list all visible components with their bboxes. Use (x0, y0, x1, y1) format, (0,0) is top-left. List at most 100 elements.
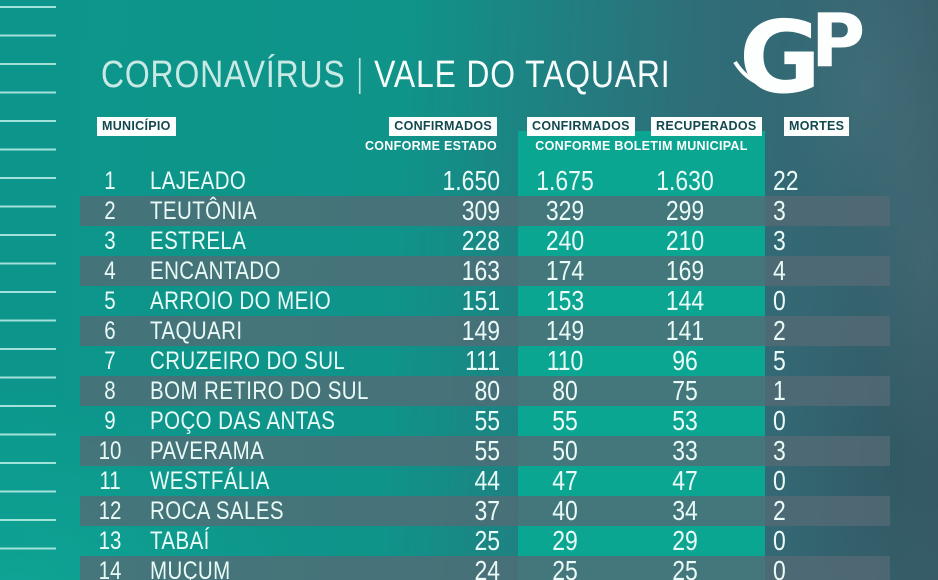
municipality-name: LAJEADO (150, 167, 247, 195)
table-row: 13 TABAÍ 25 29 29 0 (80, 526, 890, 556)
confirmed-municipal-value: 47 (552, 465, 578, 496)
row-rank: 10 (98, 437, 122, 465)
confirmed-municipal-value: 174 (545, 255, 585, 286)
table-row: 7 CRUZEIRO DO SUL 111 110 96 5 (80, 346, 890, 376)
title-region: VALE DO TAQUARI (374, 54, 671, 96)
recovered-value: 53 (672, 405, 698, 436)
column-subheader-boletim-municipal: CONFORME BOLETIM MUNICIPAL (535, 139, 748, 153)
confirmed-state-value: 25 (474, 525, 500, 556)
municipality-name: WESTFÁLIA (150, 467, 270, 495)
deaths-value: 2 (773, 315, 786, 346)
confirmed-municipal-value: 149 (545, 315, 585, 346)
confirmed-state-value: 44 (474, 465, 500, 496)
recovered-value: 299 (665, 195, 705, 226)
confirmed-state-value: 24 (474, 555, 500, 580)
confirmed-state-value: 149 (461, 315, 500, 346)
confirmed-municipal-value: 329 (545, 195, 585, 226)
deaths-value: 0 (773, 405, 786, 436)
confirmed-state-value: 111 (465, 345, 500, 376)
confirmed-state-value: 228 (461, 225, 500, 256)
municipality-name: CRUZEIRO DO SUL (150, 347, 346, 375)
deaths-value: 0 (773, 525, 786, 556)
confirmed-municipal-value: 25 (552, 555, 578, 580)
row-rank: 12 (98, 497, 122, 525)
table-row: 8 BOM RETIRO DO SUL 80 80 75 1 (80, 376, 890, 406)
confirmed-municipal-value: 29 (552, 525, 578, 556)
column-header-confirmados-estado: CONFIRMADOS (389, 117, 497, 136)
deaths-value: 0 (773, 465, 786, 496)
table-row: 3 ESTRELA 228 240 210 3 (80, 226, 890, 256)
confirmed-state-value: 55 (474, 405, 500, 436)
confirmed-state-value: 37 (474, 495, 500, 526)
recovered-value: 29 (672, 525, 698, 556)
table-row: 10 PAVERAMA 55 50 33 3 (80, 436, 890, 466)
logo-letter-g: G (739, 4, 821, 106)
recovered-value: 33 (672, 435, 698, 466)
row-rank: 1 (104, 167, 116, 195)
deaths-value: 3 (773, 225, 786, 256)
recovered-value: 144 (665, 285, 705, 316)
municipality-name: POÇO DAS ANTAS (150, 407, 336, 435)
confirmed-municipal-value: 55 (552, 405, 578, 436)
column-header-mortes: MORTES (784, 117, 850, 136)
table-row: 9 POÇO DAS ANTAS 55 55 53 0 (80, 406, 890, 436)
gp-logo: G P (731, 0, 883, 116)
row-rank: 7 (104, 347, 116, 375)
table-row: 12 ROCA SALES 37 40 34 2 (80, 496, 890, 526)
deaths-value: 22 (773, 165, 799, 196)
column-header-confirmados-municipal: CONFIRMADOS (527, 117, 635, 136)
deaths-value: 3 (773, 195, 786, 226)
table-row: 6 TAQUARI 149 149 141 2 (80, 316, 890, 346)
column-subheader-conforme-estado: CONFORME ESTADO (364, 139, 497, 153)
deaths-value: 2 (773, 495, 786, 526)
table-row: 1 LAJEADO 1.650 1.675 1.630 22 (80, 166, 890, 196)
recovered-value: 47 (672, 465, 698, 496)
column-header-recuperados: RECUPERADOS (651, 117, 762, 136)
confirmed-state-value: 309 (461, 195, 500, 226)
deaths-value: 3 (773, 435, 786, 466)
deaths-value: 0 (773, 285, 786, 316)
confirmed-state-value: 80 (474, 375, 500, 406)
row-rank: 14 (98, 557, 122, 580)
confirmed-state-value: 55 (474, 435, 500, 466)
logo-swoosh (733, 60, 798, 90)
row-rank: 3 (104, 227, 116, 255)
deaths-value: 1 (773, 375, 786, 406)
row-rank: 6 (104, 317, 116, 345)
title-topic: CORONAVÍRUS (101, 54, 346, 96)
municipality-name: TEUTÔNIA (150, 197, 257, 225)
confirmed-municipal-value: 40 (552, 495, 578, 526)
recovered-value: 34 (672, 495, 698, 526)
confirmed-municipal-value: 1.675 (536, 165, 594, 196)
deaths-value: 0 (773, 555, 786, 580)
confirmed-municipal-value: 240 (545, 225, 585, 256)
municipality-name: PAVERAMA (150, 437, 265, 465)
confirmed-state-value: 163 (461, 255, 500, 286)
recovered-value: 75 (672, 375, 698, 406)
municipality-name: TAQUARI (150, 317, 243, 345)
municipality-name: ENCANTADO (150, 257, 281, 285)
municipality-name: ESTRELA (150, 227, 247, 255)
deaths-value: 4 (773, 255, 786, 286)
logo-letter-p: P (811, 4, 865, 84)
recovered-value: 210 (665, 225, 705, 256)
confirmed-municipal-value: 80 (552, 375, 578, 406)
page-title: CORONAVÍRUS VALE DO TAQUARI (101, 54, 671, 97)
recovered-value: 141 (665, 315, 705, 346)
row-rank: 9 (104, 407, 116, 435)
deaths-value: 5 (773, 345, 786, 376)
row-rank: 8 (104, 377, 116, 405)
row-rank: 5 (104, 287, 116, 315)
municipality-name: ARROIO DO MEIO (150, 287, 332, 315)
municipality-name: MUÇUM (150, 557, 231, 580)
row-rank: 13 (98, 527, 122, 555)
row-rank: 4 (104, 257, 116, 285)
row-rank: 11 (99, 467, 121, 495)
confirmed-state-value: 1.650 (442, 165, 500, 196)
recovered-value: 96 (672, 345, 698, 376)
recovered-value: 1.630 (656, 165, 714, 196)
recovered-value: 25 (672, 555, 698, 580)
table-row: 4 ENCANTADO 163 174 169 4 (80, 256, 890, 286)
confirmed-municipal-value: 110 (546, 345, 584, 376)
